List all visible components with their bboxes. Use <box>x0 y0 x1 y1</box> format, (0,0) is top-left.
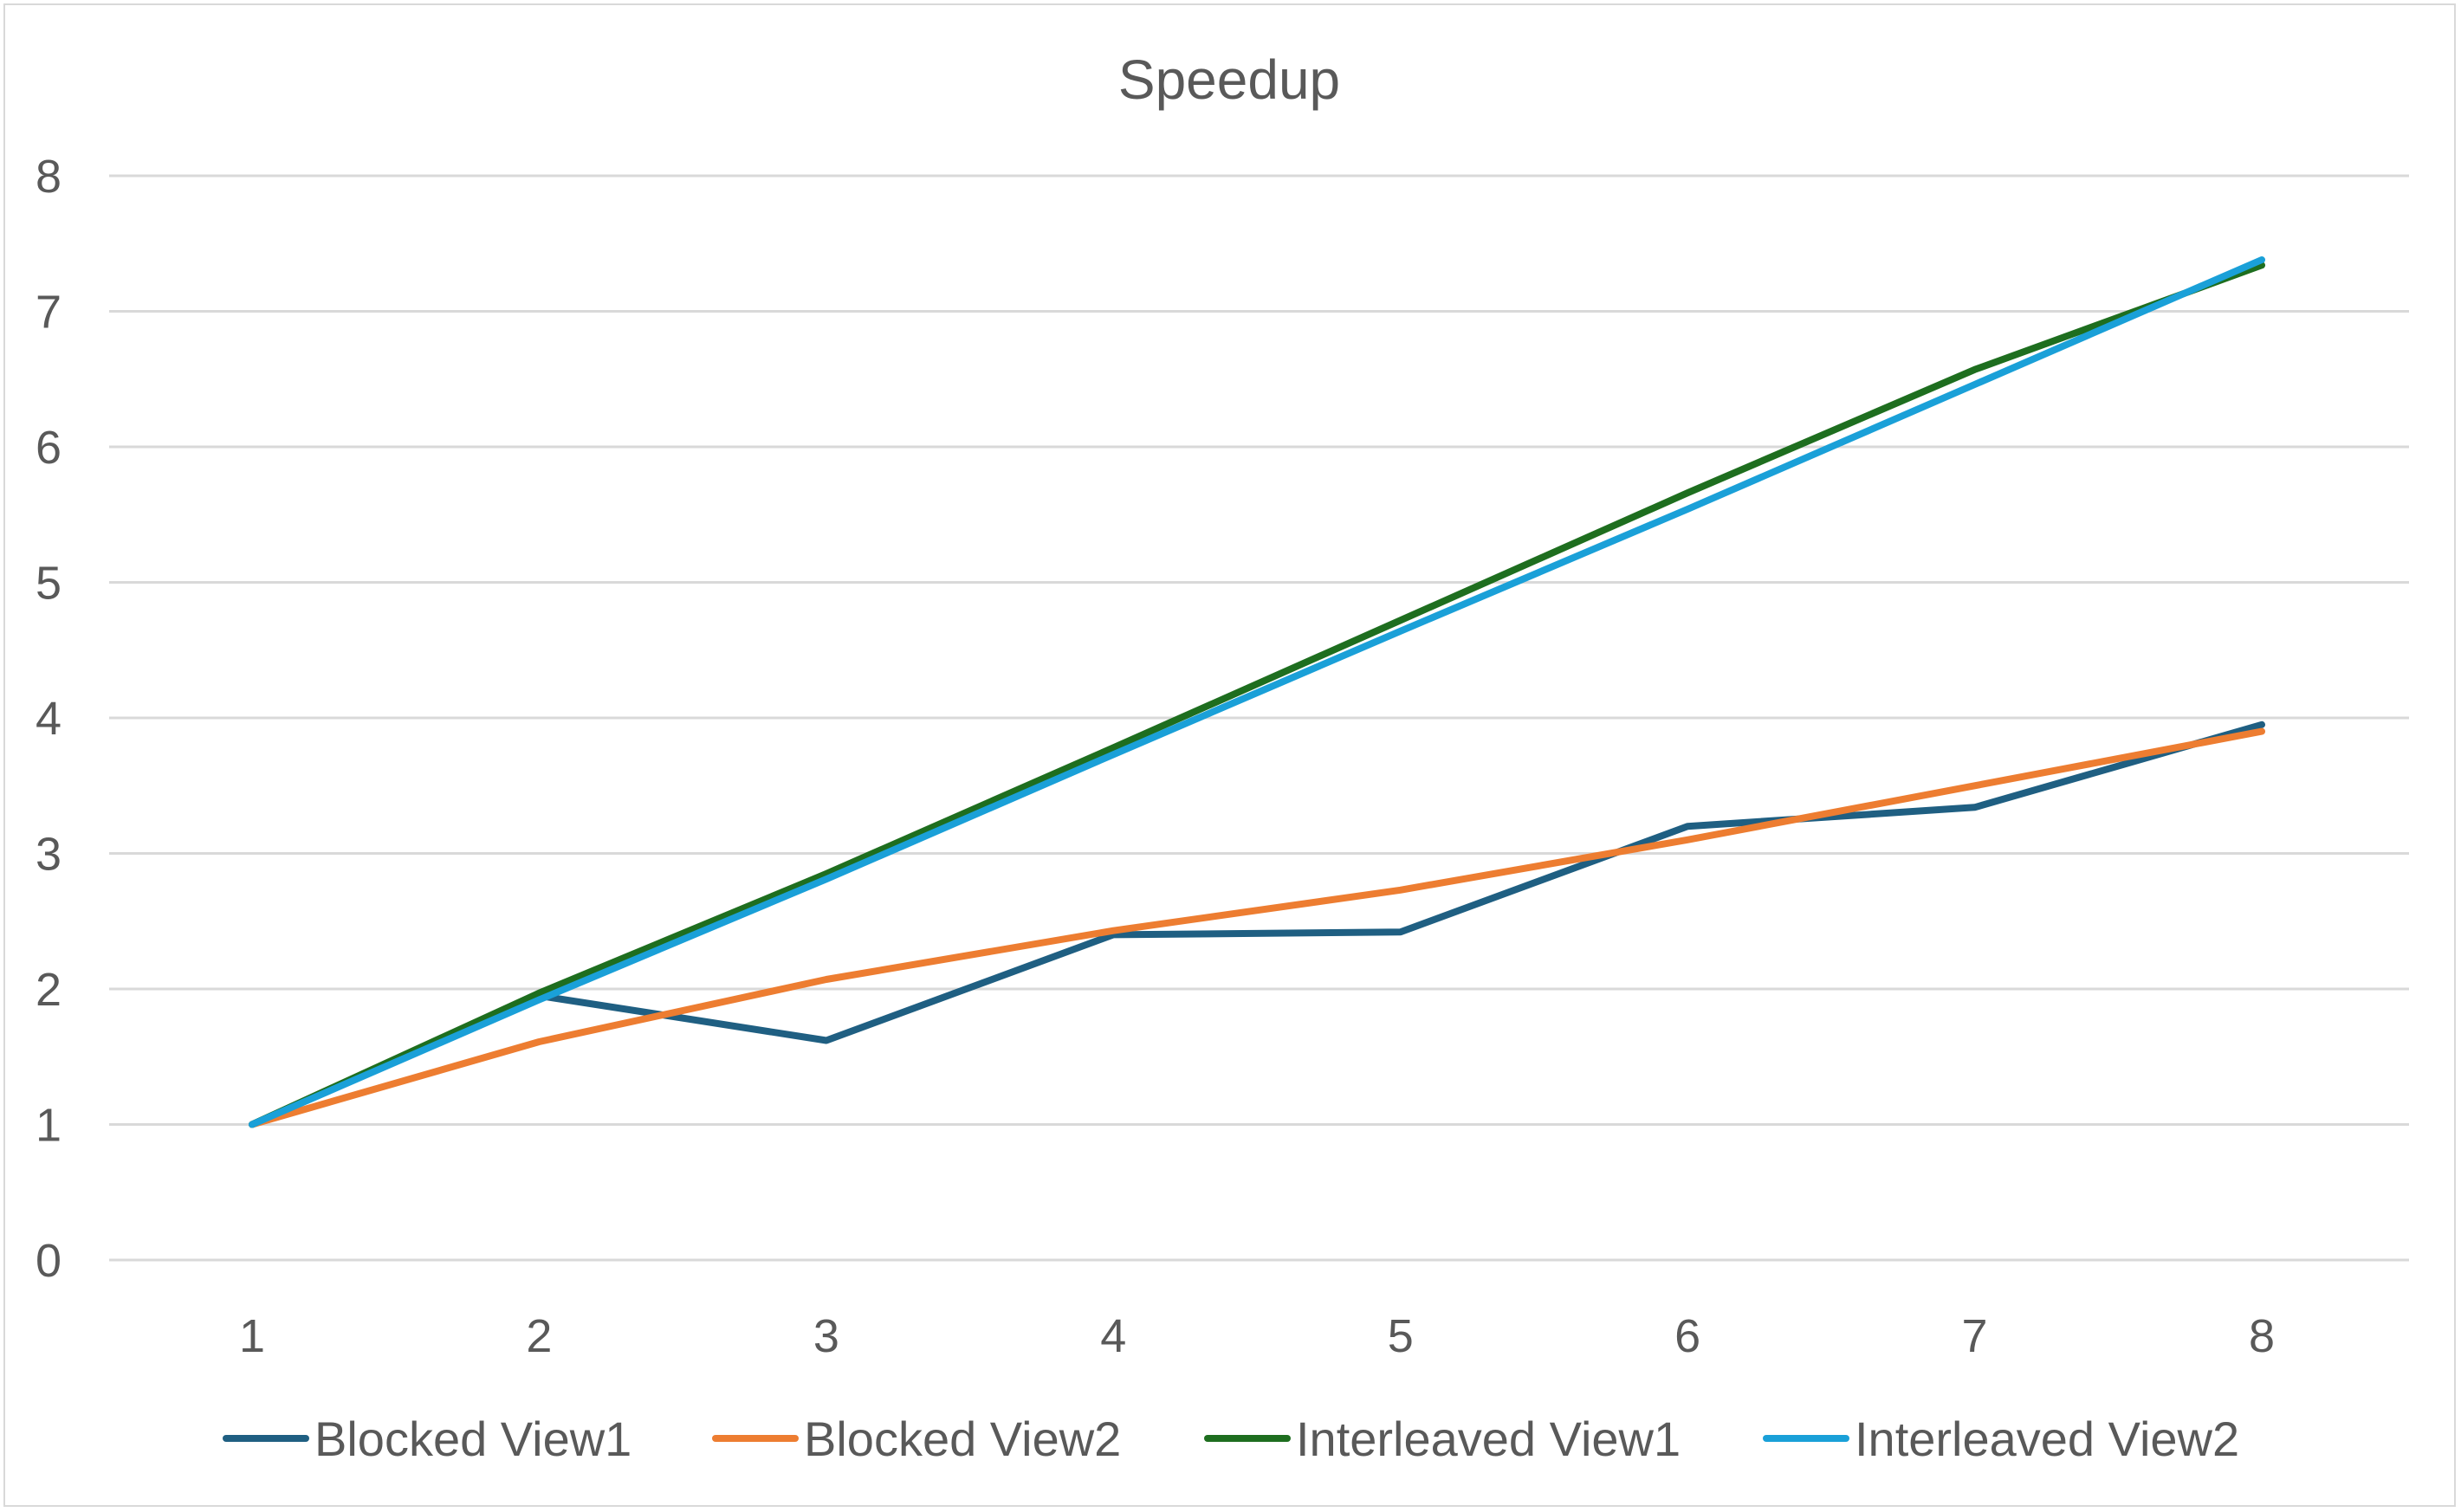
x-tick-label: 1 <box>239 1310 265 1362</box>
x-tick-label: 2 <box>526 1310 552 1362</box>
y-tick-label: 6 <box>36 422 62 474</box>
gridlines <box>109 174 2409 1262</box>
legend-label: Blocked View2 <box>804 1412 1121 1466</box>
legend: Blocked View1 Blocked View2 Interleaved Vi… <box>223 1412 2239 1466</box>
x-tick-label: 8 <box>2249 1310 2275 1362</box>
y-tick-label: 3 <box>36 829 62 881</box>
x-tick-label: 7 <box>1962 1310 1988 1362</box>
y-tick-label: 2 <box>36 964 62 1016</box>
y-tick-label: 1 <box>36 1100 62 1152</box>
y-axis-tick-labels: 0 1 2 3 4 5 6 7 8 <box>36 151 62 1287</box>
x-axis-tick-labels: 1 2 3 4 5 6 7 8 <box>239 1310 2275 1362</box>
x-tick-label: 6 <box>1674 1310 1700 1362</box>
chart-frame: Speedup 0 1 2 3 4 5 6 7 8 1 2 3 4 5 6 7 8 Blocked View1… <box>3 3 2456 1507</box>
series-lines <box>249 256 2265 1128</box>
y-tick-label: 5 <box>36 558 62 610</box>
y-tick-label: 0 <box>36 1235 62 1287</box>
legend-label: Blocked View1 <box>314 1412 631 1466</box>
chart-title: Speedup <box>1118 48 1340 111</box>
series-line-interleaved-view2 <box>249 256 2265 1128</box>
x-tick-label: 3 <box>813 1310 839 1362</box>
legend-label: Interleaved View2 <box>1855 1412 2239 1466</box>
line-chart: Speedup 0 1 2 3 4 5 6 7 8 1 2 3 4 5 6 7 8 Blocked View1… <box>36 48 2409 1466</box>
series-line-interleaved-view1 <box>249 262 2265 1128</box>
series-line-blocked-view1 <box>249 720 2265 1128</box>
series-line-blocked-view2 <box>249 727 2265 1128</box>
y-tick-label: 8 <box>36 151 62 203</box>
x-tick-label: 5 <box>1388 1310 1414 1362</box>
y-tick-label: 7 <box>36 287 62 339</box>
y-tick-label: 4 <box>36 693 62 745</box>
legend-label: Interleaved View1 <box>1296 1412 1681 1466</box>
x-tick-label: 4 <box>1100 1310 1126 1362</box>
